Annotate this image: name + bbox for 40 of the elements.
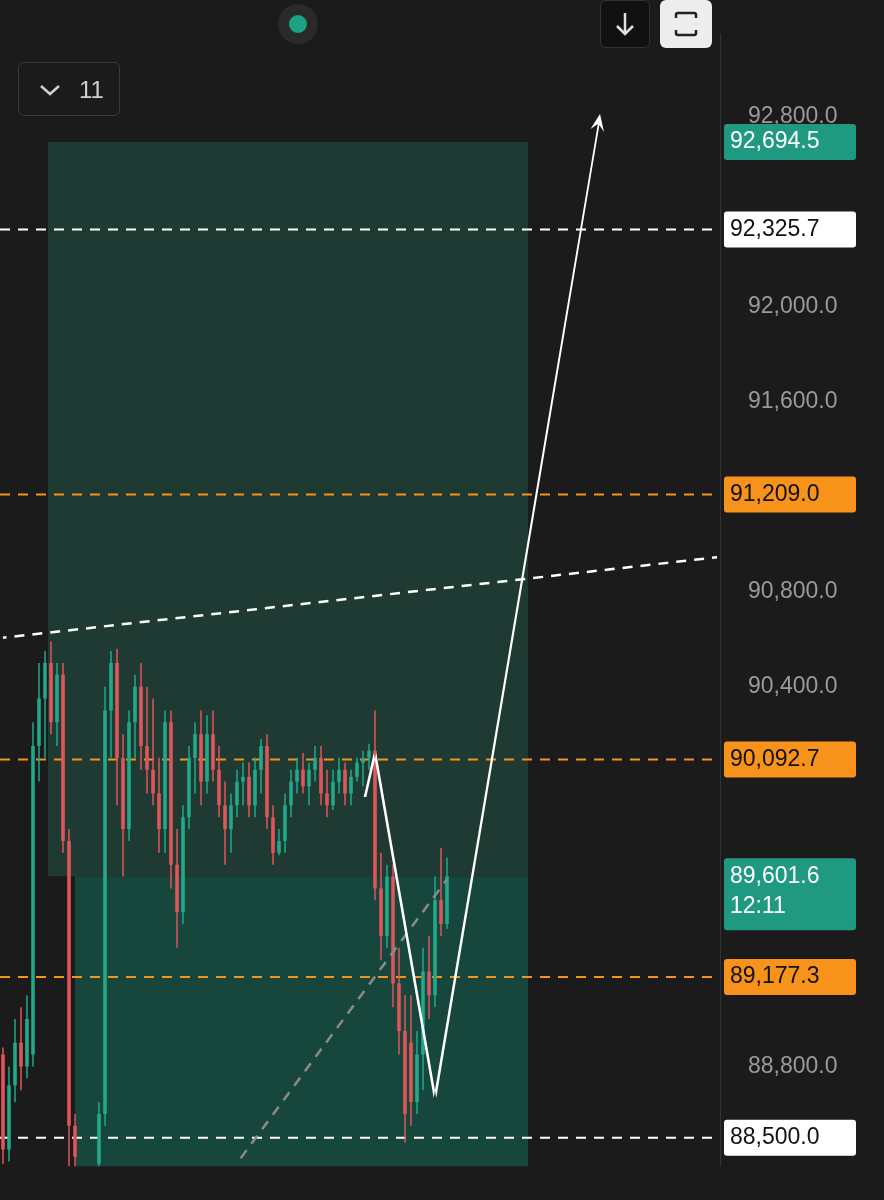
candlestick: [331, 768, 335, 811]
candlestick: [439, 847, 443, 937]
candlestick: [367, 742, 371, 771]
candlestick: [229, 792, 233, 854]
y-tick-label: 92,000.0: [748, 292, 838, 319]
candlestick: [259, 738, 263, 795]
y-tick-label: 90,400.0: [748, 671, 838, 698]
y-tick-label: 91,600.0: [748, 387, 838, 414]
candlestick: [313, 745, 317, 783]
candlestick: [295, 757, 299, 795]
candlestick: [307, 761, 311, 807]
ref-line-label: 91,209.0: [730, 479, 820, 506]
candlestick: [301, 752, 305, 795]
y-tick-label: 90,800.0: [748, 577, 838, 604]
candlestick: [223, 780, 227, 866]
ref-line-label: 88,500.0: [730, 1123, 820, 1150]
candlestick: [349, 768, 353, 807]
candlestick: [427, 935, 431, 1020]
candlestick: [19, 1006, 23, 1091]
candlestick: [343, 761, 347, 807]
y-tick-label: 92,800.0: [748, 102, 838, 129]
candlestick: [145, 685, 149, 795]
text: 92,694.5: [730, 127, 820, 154]
candlestick: [337, 757, 341, 795]
ref-line-label: 92,325.7: [730, 214, 820, 241]
candlestick: [355, 757, 359, 783]
y-tick-label: 88,800.0: [748, 1051, 838, 1078]
annotation: 11: [79, 76, 104, 104]
candlestick: [151, 697, 155, 807]
dropdown-button: 11: [18, 62, 120, 116]
ref-line-label: 90,092.7: [730, 744, 820, 771]
text: 89,601.6 12:11: [730, 861, 820, 918]
candlestick: [277, 828, 281, 856]
candlestick: [325, 768, 329, 818]
candlestick: [361, 750, 365, 788]
candlestick: [235, 768, 239, 818]
candlestick: [289, 768, 293, 818]
ref-line-label: 89,177.3: [730, 962, 820, 989]
candlestick: [241, 761, 245, 807]
candlestick: [193, 721, 197, 795]
